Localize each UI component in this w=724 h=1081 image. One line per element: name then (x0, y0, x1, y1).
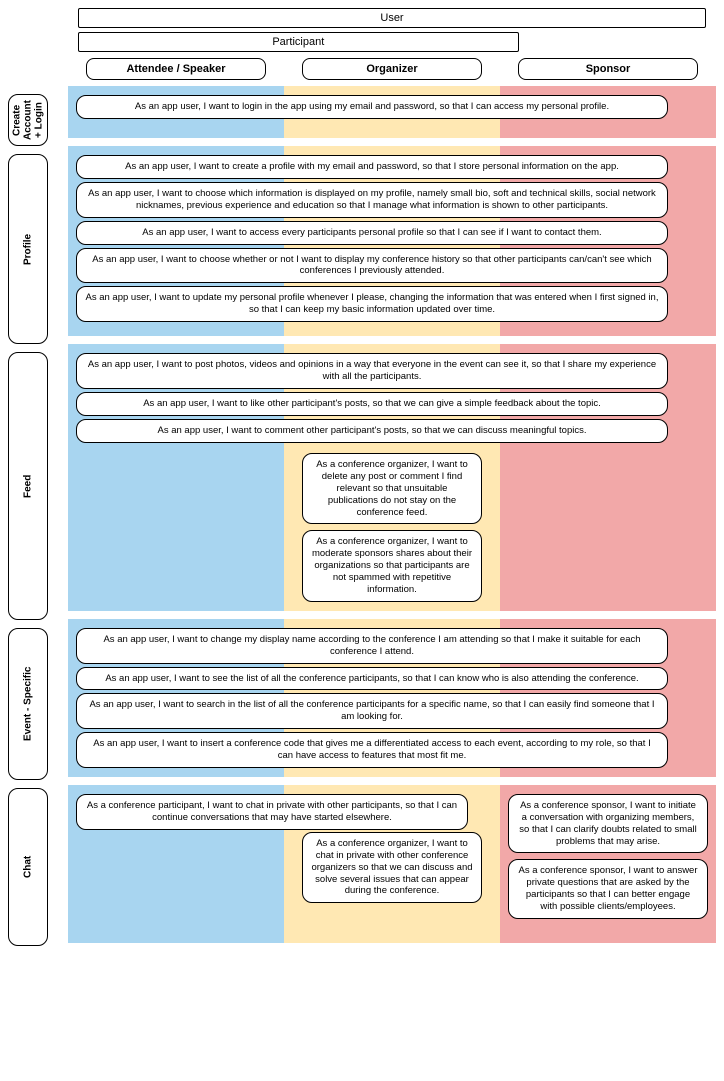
section-chat: As a conference participant, I want to c… (68, 785, 716, 943)
story-event-displayname: As an app user, I want to change my disp… (76, 628, 668, 664)
section-feed: As an app user, I want to post photos, v… (68, 344, 716, 611)
story-feed-like: As an app user, I want to like other par… (76, 392, 668, 416)
lanes: As an app user, I want to login in the a… (68, 86, 716, 943)
story-chat-org: As a conference organizer, I want to cha… (302, 832, 482, 903)
story-profile-create: As an app user, I want to create a profi… (76, 155, 668, 179)
section-label-profile: Profile (8, 154, 48, 344)
grid: Create Account + Login Profile Feed Even… (8, 58, 716, 946)
story-profile-choose: As an app user, I want to choose which i… (76, 182, 668, 218)
section-label-event: Event - Specific (8, 628, 48, 780)
story-chat-participant: As a conference participant, I want to c… (76, 794, 468, 830)
role-attendee: Attendee / Speaker (86, 58, 266, 80)
section-label-feed: Feed (8, 352, 48, 620)
story-feed-org-delete: As a conference organizer, I want to del… (302, 453, 482, 524)
section-create: As an app user, I want to login in the a… (68, 86, 716, 138)
story-feed-post: As an app user, I want to post photos, v… (76, 353, 668, 389)
story-event-code: As an app user, I want to insert a confe… (76, 732, 668, 768)
story-feed-org-moderate: As a conference organizer, I want to mod… (302, 530, 482, 601)
story-profile-update: As an app user, I want to update my pers… (76, 286, 668, 322)
section-event: As an app user, I want to change my disp… (68, 619, 716, 777)
section-profile: As an app user, I want to create a profi… (68, 146, 716, 336)
header-participant: Participant (78, 32, 519, 52)
story-event-list: As an app user, I want to see the list o… (76, 667, 668, 691)
body: Attendee / Speaker Organizer Sponsor As … (68, 58, 716, 946)
story-profile-access: As an app user, I want to access every p… (76, 221, 668, 245)
top-headers: User Participant (68, 8, 716, 52)
section-label-create: Create Account + Login (8, 94, 48, 146)
section-label-chat: Chat (8, 788, 48, 946)
role-sponsor: Sponsor (518, 58, 698, 80)
role-headers: Attendee / Speaker Organizer Sponsor (68, 58, 716, 80)
story-feed-comment: As an app user, I want to comment other … (76, 419, 668, 443)
row-labels: Create Account + Login Profile Feed Even… (8, 58, 48, 946)
story-chat-sponsor-answer: As a conference sponsor, I want to answe… (508, 859, 708, 919)
diagram-root: User Participant Create Account + Login … (8, 8, 716, 946)
header-user: User (78, 8, 706, 28)
story-event-search: As an app user, I want to search in the … (76, 693, 668, 729)
story-login: As an app user, I want to login in the a… (76, 95, 668, 119)
role-organizer: Organizer (302, 58, 482, 80)
story-profile-history: As an app user, I want to choose whether… (76, 248, 668, 284)
story-chat-sponsor-initiate: As a conference sponsor, I want to initi… (508, 794, 708, 854)
